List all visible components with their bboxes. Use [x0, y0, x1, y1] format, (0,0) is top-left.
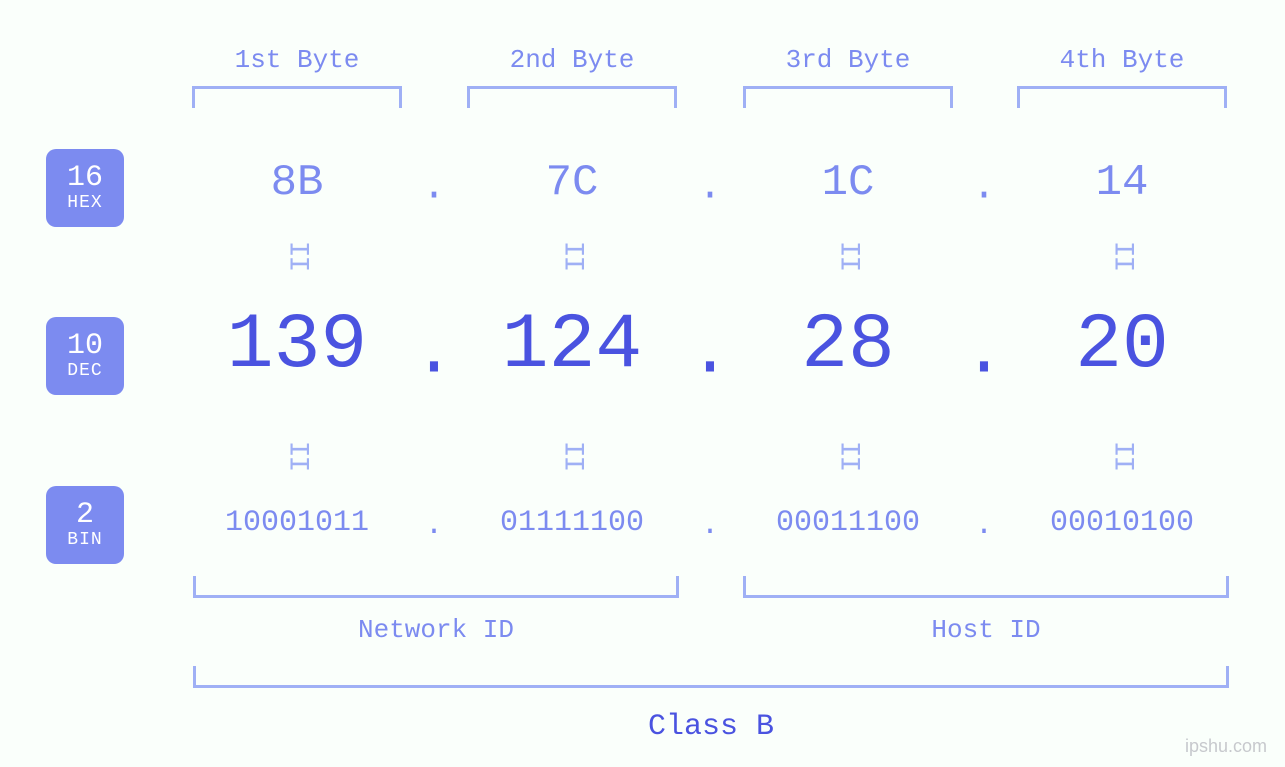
equals-icon: II [833, 441, 864, 471]
class-bracket [193, 666, 1229, 688]
bin-byte-1: 10001011 [225, 506, 369, 540]
badge-number: 10 [67, 331, 103, 363]
bin-byte-3: 00011100 [776, 506, 920, 540]
watermark: ipshu.com [1185, 736, 1267, 757]
hex-byte-1: 8B [271, 158, 324, 208]
bin-byte-2: 01111100 [500, 506, 644, 540]
badge-abbr: BIN [67, 531, 102, 550]
byte-bracket-1 [192, 86, 402, 108]
dec-byte-4: 20 [1075, 302, 1169, 390]
hex-separator-3: . [972, 166, 996, 211]
badge-abbr: HEX [67, 194, 102, 213]
bin-separator-2: . [701, 509, 719, 543]
dec-separator-3: . [963, 315, 1005, 394]
equals-icon: II [282, 241, 313, 271]
byte-header-4: 4th Byte [1060, 45, 1185, 75]
hex-byte-4: 14 [1096, 158, 1149, 208]
equals-icon: II [557, 441, 588, 471]
equals-icon: II [282, 441, 313, 471]
base-badge-hex: 16 HEX [46, 149, 124, 227]
dec-separator-1: . [413, 315, 455, 394]
byte-bracket-4 [1017, 86, 1227, 108]
badge-abbr: DEC [67, 362, 102, 381]
dec-byte-1: 139 [227, 302, 367, 390]
class-label: Class B [648, 710, 774, 744]
badge-number: 2 [76, 500, 94, 532]
host-id-label: Host ID [931, 615, 1040, 645]
dec-byte-3: 28 [801, 302, 895, 390]
badge-number: 16 [67, 163, 103, 195]
hex-byte-2: 7C [546, 158, 599, 208]
byte-bracket-2 [467, 86, 677, 108]
equals-icon: II [833, 241, 864, 271]
host-id-bracket [743, 576, 1229, 598]
bin-byte-4: 00010100 [1050, 506, 1194, 540]
network-id-label: Network ID [358, 615, 514, 645]
hex-separator-2: . [698, 166, 722, 211]
bin-separator-3: . [975, 509, 993, 543]
equals-icon: II [1107, 241, 1138, 271]
dec-byte-2: 124 [502, 302, 642, 390]
byte-header-2: 2nd Byte [510, 45, 635, 75]
byte-header-1: 1st Byte [235, 45, 360, 75]
byte-bracket-3 [743, 86, 953, 108]
bin-separator-1: . [425, 509, 443, 543]
byte-header-3: 3rd Byte [786, 45, 911, 75]
base-badge-bin: 2 BIN [46, 486, 124, 564]
hex-separator-1: . [422, 166, 446, 211]
base-badge-dec: 10 DEC [46, 317, 124, 395]
equals-icon: II [557, 241, 588, 271]
hex-byte-3: 1C [822, 158, 875, 208]
network-id-bracket [193, 576, 679, 598]
dec-separator-2: . [689, 315, 731, 394]
equals-icon: II [1107, 441, 1138, 471]
